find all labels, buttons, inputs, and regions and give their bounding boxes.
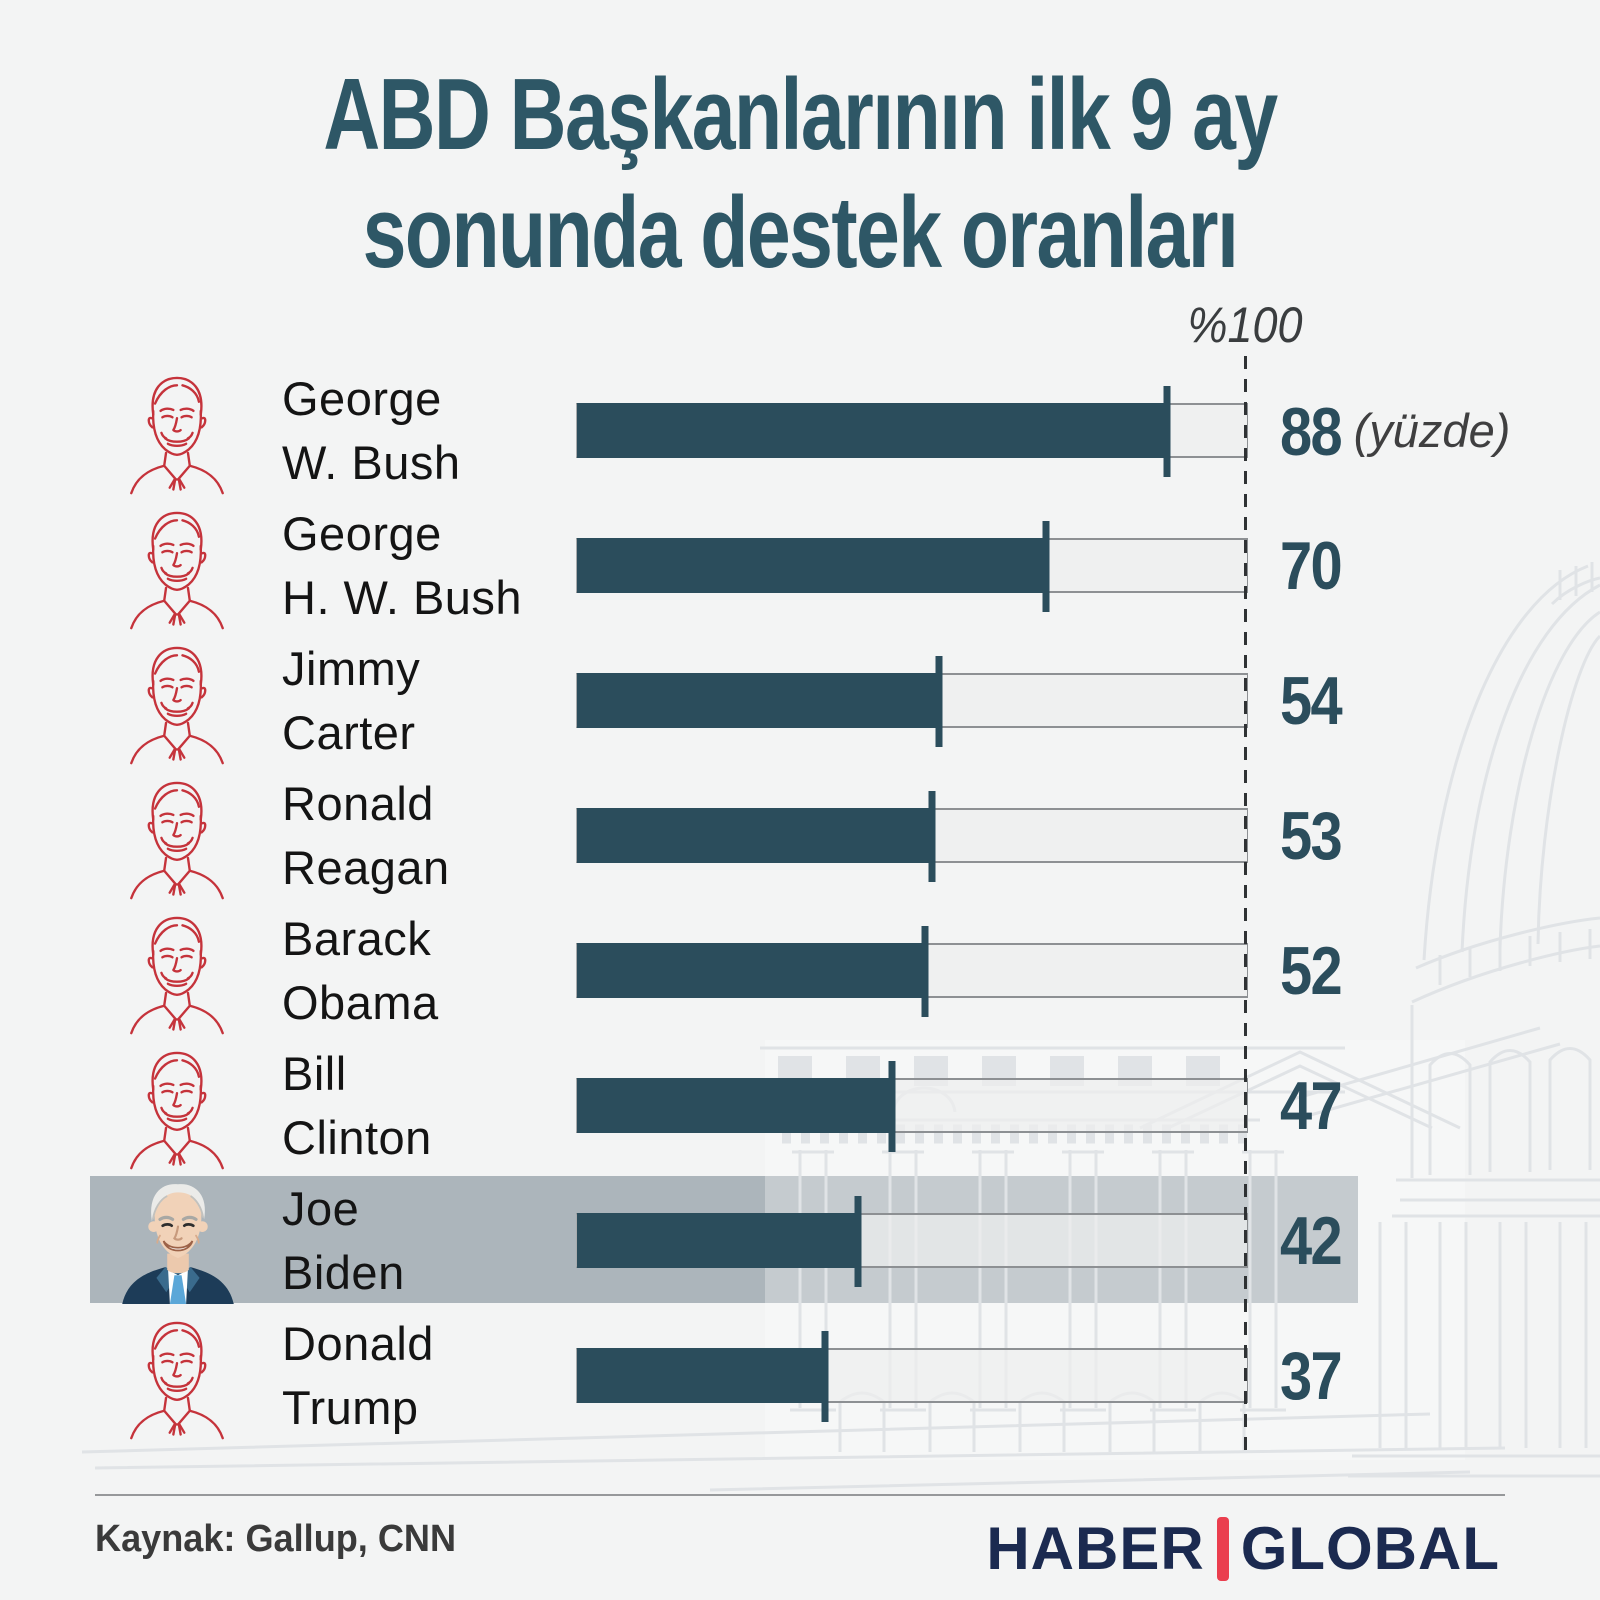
footer-divider — [95, 1494, 1505, 1496]
value-label: 54 — [1280, 663, 1343, 739]
president-row-george-w-bush: George W. Bush 88 (yüzde) — [0, 364, 1600, 498]
axis-max-label: %100 — [1187, 297, 1303, 353]
bar-track — [576, 791, 1248, 882]
bar-end-tick — [928, 791, 936, 882]
page-title-line1: ABD Başkanlarının ilk 9 ay — [323, 59, 1278, 171]
bar-fill — [577, 1078, 892, 1133]
bar-fill — [577, 943, 926, 998]
bar-end-tick — [854, 1196, 862, 1287]
portrait-bill-clinton-icon — [120, 1042, 234, 1170]
portrait-jimmy-carter-icon — [120, 637, 234, 765]
president-row-donald-trump: Donald Trump 37 — [0, 1309, 1600, 1443]
bar-fill — [577, 673, 939, 728]
bar-track — [576, 1196, 1248, 1287]
bar-end-tick — [1042, 521, 1050, 612]
bar-track — [576, 386, 1248, 477]
value-label: 70 — [1280, 528, 1343, 604]
logo-global-text: GLOBAL — [1240, 1515, 1500, 1582]
axis-100pct-dashed-line — [1244, 356, 1247, 1454]
unit-note: (yüzde) — [1353, 404, 1511, 457]
value-label: 47 — [1280, 1068, 1343, 1144]
value-label: 88 (yüzde) — [1280, 394, 1511, 470]
president-name: Barack Obama — [282, 912, 439, 1029]
bar-fill — [577, 403, 1167, 458]
bar-track — [576, 1331, 1248, 1422]
bar-track — [576, 926, 1248, 1017]
bar-fill — [577, 1348, 825, 1403]
president-name: Jimmy Carter — [282, 642, 421, 759]
source-credit: Kaynak: Gallup, CNN — [95, 1518, 457, 1560]
bar-fill — [577, 1213, 859, 1268]
president-name: George W. Bush — [282, 372, 461, 489]
bar-track — [576, 1061, 1248, 1152]
president-row-bill-clinton: Bill Clinton 47 — [0, 1039, 1600, 1173]
president-row-barack-obama: Barack Obama 52 — [0, 904, 1600, 1038]
president-row-ronald-reagan: Ronald Reagan 53 — [0, 769, 1600, 903]
president-row-george-h-w-bush: George H. W. Bush 70 — [0, 499, 1600, 633]
president-row-jimmy-carter: Jimmy Carter 54 — [0, 634, 1600, 768]
bar-end-tick — [1163, 386, 1171, 477]
bar-track — [576, 656, 1248, 747]
portrait-george-h-w-bush-icon — [120, 502, 234, 630]
bar-end-tick — [921, 926, 929, 1017]
portrait-barack-obama-icon — [120, 907, 234, 1035]
bar-fill — [577, 808, 933, 863]
page-title-line2: sonunda destek oranları — [362, 177, 1239, 290]
president-name: Donald Trump — [282, 1317, 434, 1434]
logo-haber-text: HABER — [986, 1515, 1205, 1582]
bar-track — [576, 521, 1248, 612]
president-name: Ronald Reagan — [282, 777, 450, 894]
bar-end-tick — [821, 1331, 829, 1422]
value-label: 37 — [1280, 1338, 1343, 1414]
logo-red-bar-icon — [1216, 1516, 1229, 1581]
value-label: 52 — [1280, 933, 1343, 1009]
president-name: Bill Clinton — [282, 1047, 432, 1164]
president-name: Joe Biden — [282, 1182, 405, 1299]
value-label: 42 — [1280, 1203, 1343, 1279]
bar-end-tick — [935, 656, 943, 747]
president-row-joe-biden: Joe Biden 42 — [0, 1174, 1600, 1308]
portrait-george-w-bush-icon — [120, 367, 234, 495]
value-label: 53 — [1280, 798, 1343, 874]
portrait-donald-trump-icon — [120, 1312, 234, 1440]
haber-global-logo: HABER GLOBAL — [986, 1514, 1500, 1583]
portrait-ronald-reagan-icon — [120, 772, 234, 900]
bar-fill — [577, 538, 1046, 593]
president-name: George H. W. Bush — [282, 507, 523, 624]
bar-end-tick — [888, 1061, 896, 1152]
page-title: ABD Başkanlarının ilk 9 ay sonunda deste… — [0, 56, 1600, 292]
portrait-joe-biden-icon — [112, 1178, 244, 1304]
